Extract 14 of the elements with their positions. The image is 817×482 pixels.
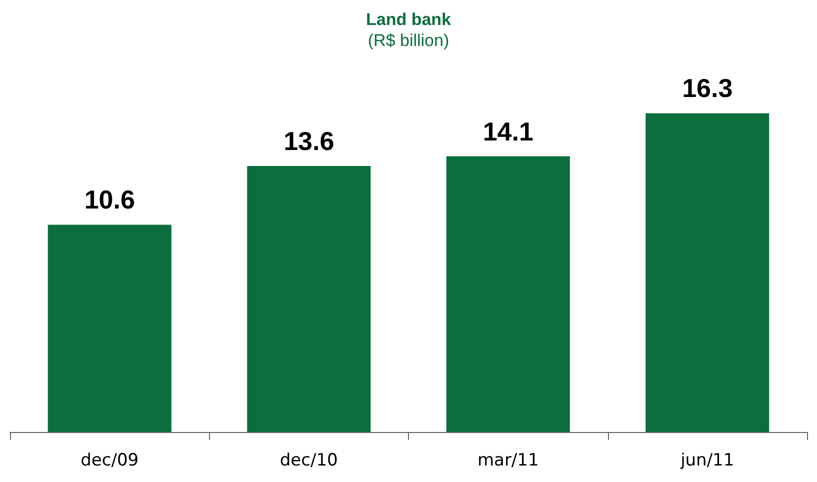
data-label: 14.1 bbox=[482, 116, 534, 146]
bar bbox=[48, 224, 172, 432]
x-tick-label: mar/11 bbox=[477, 450, 539, 470]
bar bbox=[446, 156, 570, 432]
data-label: 16.3 bbox=[682, 73, 733, 104]
chart-subtitle: (R$ billion) bbox=[368, 31, 450, 50]
chart-title: Land bank bbox=[366, 10, 452, 29]
bar bbox=[247, 166, 371, 432]
x-tick-label: dec/09 bbox=[80, 450, 139, 470]
data-label: 13.6 bbox=[284, 126, 334, 156]
bar bbox=[646, 113, 770, 432]
x-tick-label: jun/11 bbox=[680, 450, 734, 470]
x-tick-label: dec/10 bbox=[280, 450, 338, 470]
data-label: 10.6 bbox=[84, 184, 135, 215]
